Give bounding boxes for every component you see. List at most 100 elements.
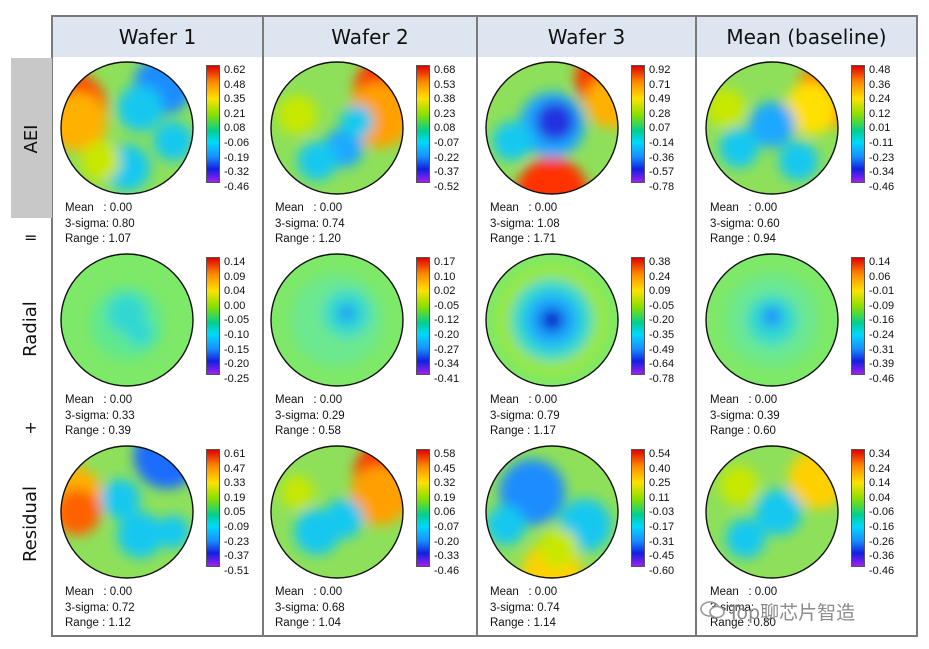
colorbar-tick-label: 0.06: [869, 270, 891, 283]
colorbar-tick-label: -0.49: [649, 343, 675, 356]
stats-block: Mean : 0.00 3-sigma: 0.60 Range : 0.94: [710, 201, 780, 248]
colorbar: [631, 449, 645, 567]
wafer-outline: [60, 61, 194, 195]
colorbar-tick-label: -0.37: [224, 550, 250, 563]
stats-block: Mean : 0.00 3-sigma: 0.79 Range : 1.17: [490, 393, 560, 440]
wafer-map-feature: [340, 104, 374, 138]
mean-stat: Mean : 0.00: [275, 586, 343, 598]
colorbar-tick-label: 0.06: [434, 506, 456, 519]
row-label-aei: AEI: [21, 124, 42, 154]
mean-stat: Mean : 0.00: [275, 202, 343, 214]
colorbar-tick-label: -0.36: [649, 151, 675, 164]
colorbar-tick-label: 0.54: [649, 448, 671, 460]
wafer-map-feature: [338, 305, 355, 322]
colorbar-tick-label: -0.46: [869, 180, 895, 193]
wafer-map-feature: [748, 101, 796, 148]
colorbar-tick-label: -0.05: [224, 314, 250, 327]
colorbar-tick-label: 0.35: [224, 93, 246, 106]
colorbar: [416, 449, 430, 567]
colorbar: [631, 65, 645, 183]
wafer-map: [270, 445, 404, 579]
range-stat: Range : 1.12: [65, 617, 131, 629]
colorbar-tick-label: 0.40: [649, 462, 671, 475]
colorbar-tick-label: 0.25: [649, 477, 671, 490]
colorbar-tick-label: -0.05: [434, 299, 460, 312]
colorbar-tick-label: -0.23: [224, 535, 250, 548]
colorbar-tick-label: 0.09: [649, 285, 671, 298]
wafer-map: [60, 61, 194, 195]
wafer-outline: [270, 253, 404, 387]
colorbar-tick-label: 0.33: [224, 477, 246, 490]
wafer-map-feature: [117, 512, 164, 559]
wafer-map-feature: [785, 81, 838, 135]
colorbar: [206, 257, 220, 375]
wafer-outline: [485, 61, 619, 195]
colorbar-tick-label: -0.03: [649, 506, 675, 519]
colorbar-tick-label: -0.78: [649, 372, 675, 385]
wafer-map-feature: [535, 101, 576, 142]
sigma-stat: 3-sigma: 0.68: [275, 601, 345, 614]
mean-stat: Mean : 0.00: [490, 202, 558, 214]
wafer-map: [60, 445, 194, 579]
wafer-map: [705, 253, 839, 387]
colorbar-tick-label: -0.05: [649, 299, 675, 312]
aei-row-label-background: [11, 58, 52, 218]
colorbar-tick-label: 0.48: [869, 64, 891, 76]
colorbar-tick-label: 0.14: [869, 477, 891, 490]
colorbar: [206, 449, 220, 567]
colorbar-tick-label: 0.68: [434, 64, 456, 76]
mean-stat: Mean : 0.00: [65, 394, 133, 406]
mean-stat: Mean : 0.00: [710, 202, 778, 214]
colorbar-tick-label: -0.24: [869, 328, 895, 341]
row-label-radial: Radial: [20, 301, 41, 357]
colorbar-tick-label: -0.45: [649, 550, 675, 563]
wafer-map-feature: [540, 308, 564, 332]
colorbar-tick-label: -0.32: [224, 166, 250, 179]
colorbar-tick-label: 0.32: [434, 477, 456, 490]
colorbar-tick-label: -0.11: [869, 136, 894, 149]
colorbar-tick-label: -0.25: [224, 372, 250, 385]
wafer-map-feature: [719, 465, 759, 506]
colorbar-tick-label: -0.12: [434, 314, 460, 327]
colorbar-tick-label: -0.46: [869, 372, 895, 385]
wafer-map: [485, 445, 619, 579]
colorbar-tick-label: 0.24: [869, 462, 891, 475]
mean-stat: Mean : 0.00: [275, 394, 343, 406]
wafer-map-feature: [492, 121, 533, 161]
wafer-map-feature: [323, 498, 364, 539]
colorbar-tick-label: -0.60: [649, 564, 675, 577]
wafer-map-feature: [277, 95, 318, 135]
stats-block: Mean : 0.00 3-sigma: 0.68 Range : 1.04: [275, 585, 345, 632]
colorbar-tick-label: 0.14: [869, 256, 891, 268]
colorbar-tick-label: -0.15: [224, 343, 250, 356]
sigma-stat: 3-sigma: 0.72: [65, 601, 135, 614]
colorbar: [416, 257, 430, 375]
wafer-map-feature: [706, 88, 746, 128]
wafer-map-feature: [755, 488, 802, 536]
range-stat: Range : 1.07: [65, 233, 131, 245]
colorbar-tick-label: 0.47: [224, 462, 246, 475]
wafer-map: [705, 61, 839, 195]
colorbar-tick-label: -0.39: [869, 358, 895, 371]
colorbar-tick-label: 0.05: [224, 506, 246, 519]
wafer-map-feature: [127, 320, 154, 347]
colorbar-tick-label: -0.23: [869, 151, 895, 164]
colorbar-tick-label: 0.49: [649, 93, 671, 106]
watermark-text: Top聊芯片智造: [728, 602, 856, 624]
colorbar-tick-label: 0.04: [224, 285, 246, 298]
range-stat: Range : 0.60: [710, 425, 776, 437]
stats-block: Mean : 0.00 3-sigma: 0.39 Range : 0.60: [710, 393, 780, 440]
range-stat: Range : 0.58: [275, 425, 341, 437]
wafer-outline: [270, 445, 404, 579]
colorbar-tick-label: 0.02: [434, 285, 456, 298]
wafer-map-feature: [719, 128, 759, 168]
colorbar-tick-label: -0.17: [649, 520, 675, 533]
wafer-map-feature: [100, 479, 141, 519]
colorbar-tick-label: 0.53: [434, 78, 456, 91]
wafer-map: [485, 253, 619, 387]
sigma-stat: 3-sigma: 0.74: [490, 601, 560, 614]
mean-stat: Mean : 0.00: [710, 394, 778, 406]
wafer-outline: [485, 445, 619, 579]
wafer-outline: [270, 61, 404, 195]
stats-block: Mean : 0.00 3-sigma: 1.08 Range : 1.71: [490, 201, 560, 248]
